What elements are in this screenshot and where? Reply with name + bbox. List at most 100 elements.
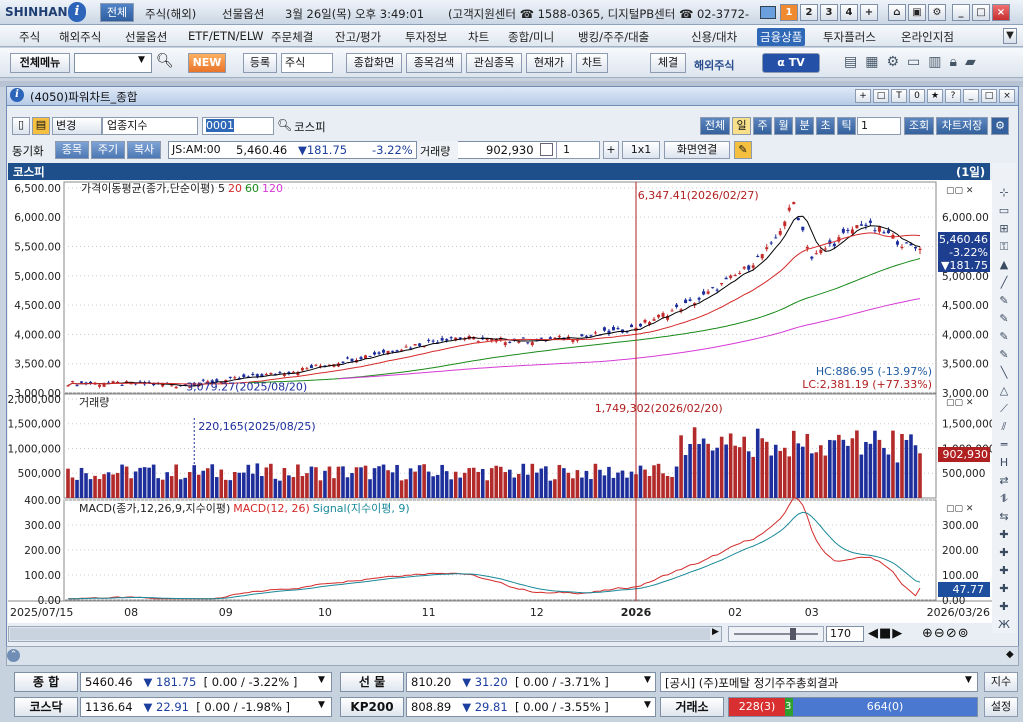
tool-icon-19[interactable]: ✚ bbox=[999, 528, 1009, 541]
home-icon[interactable]: ⌂ bbox=[888, 4, 906, 21]
link-screen-button[interactable]: 화면연결 bbox=[664, 141, 730, 159]
alpha-tv-button[interactable]: α TV bbox=[762, 53, 820, 73]
tool-icon-2[interactable]: ⊞ bbox=[999, 222, 1009, 235]
menu-item-11[interactable]: 금융상품 bbox=[757, 28, 806, 46]
code-input[interactable]: 0001 bbox=[202, 117, 274, 135]
chevron-down-icon[interactable]: ▼ bbox=[644, 675, 651, 685]
tool-icon-11[interactable]: △ bbox=[999, 384, 1009, 397]
tool-icon-1[interactable]: ▭ bbox=[998, 204, 1010, 217]
tool-icon-4[interactable]: ▲ bbox=[999, 258, 1009, 271]
menu-item-4[interactable]: 주문체결 bbox=[271, 30, 314, 44]
tool-icon-21[interactable]: ✚ bbox=[999, 564, 1009, 577]
chart-button[interactable]: 차트 bbox=[576, 53, 608, 73]
scroll-thumb[interactable] bbox=[10, 628, 710, 640]
close-icon[interactable]: × bbox=[992, 4, 1010, 21]
period-button-2[interactable]: 주 bbox=[753, 117, 772, 135]
page-4-button[interactable]: 4 bbox=[840, 4, 858, 21]
save-chart-button[interactable]: 차트저장 bbox=[936, 117, 988, 135]
tab-futures[interactable]: 선물옵션 bbox=[222, 7, 265, 21]
toolbar-icons[interactable]: ▤▦⚙▭▥🔒︎▰ bbox=[844, 54, 1014, 72]
slider-handle[interactable] bbox=[790, 628, 796, 640]
tool-icon-9[interactable]: ✎ bbox=[999, 348, 1009, 361]
all-menu-button[interactable]: 전체메뉴 bbox=[10, 53, 70, 73]
checkbox[interactable] bbox=[540, 143, 553, 156]
count-select[interactable]: 1 bbox=[857, 117, 901, 135]
search-icon[interactable]: 🔍︎ bbox=[277, 118, 293, 132]
period-button-4[interactable]: 분 bbox=[795, 117, 814, 135]
tool-icon-8[interactable]: ✎ bbox=[999, 330, 1009, 343]
window-control-1[interactable]: □ bbox=[873, 89, 889, 103]
window-control-6[interactable]: _ bbox=[963, 89, 979, 103]
tool-icon-10[interactable]: ╲ bbox=[1000, 366, 1008, 379]
lock-icon[interactable]: ▣ bbox=[908, 4, 926, 21]
menu-item-6[interactable]: 투자정보 bbox=[405, 30, 448, 44]
layout-count-select[interactable]: 1 bbox=[556, 141, 600, 159]
collapse-icon[interactable]: ⌃ bbox=[7, 649, 20, 662]
nav-buttons[interactable]: ◀■▶ bbox=[868, 626, 903, 641]
settings-button[interactable]: 설정 bbox=[984, 697, 1018, 717]
tool-icon-12[interactable]: ⟋ bbox=[1000, 402, 1008, 415]
window-control-2[interactable]: T bbox=[891, 89, 907, 103]
tool-icon-17[interactable]: ⥮ bbox=[1000, 492, 1008, 505]
zoom-buttons[interactable]: ⊕⊖⊘⊚ bbox=[922, 626, 970, 641]
menu-search-input[interactable] bbox=[74, 53, 152, 73]
tool-icon-13[interactable]: ⫽ bbox=[1001, 420, 1007, 433]
period-button-5[interactable]: 초 bbox=[816, 117, 835, 135]
tool-icon-0[interactable]: ⊹ bbox=[999, 186, 1009, 199]
menu-item-7[interactable]: 차트 bbox=[468, 30, 490, 44]
search-icon[interactable]: 🔍︎ bbox=[156, 53, 174, 69]
window-control-3[interactable]: 0 bbox=[909, 89, 925, 103]
tool-icon-20[interactable]: ✚ bbox=[999, 546, 1009, 559]
window-control-0[interactable]: + bbox=[855, 89, 871, 103]
chevron-down-icon[interactable]: ▼ bbox=[318, 700, 325, 710]
interest-stocks-button[interactable]: 관심종목 bbox=[466, 53, 522, 73]
menu-item-2[interactable]: 선물옵션 bbox=[125, 30, 168, 44]
page-3-button[interactable]: 3 bbox=[820, 4, 838, 21]
change-select[interactable]: 변경 bbox=[52, 117, 102, 135]
bar-count-input[interactable]: 170 bbox=[826, 626, 864, 642]
overseas-stock-link[interactable]: 해외주식 bbox=[694, 59, 735, 72]
stock-search-button[interactable]: 종목검색 bbox=[406, 53, 462, 73]
menu-item-12[interactable]: 투자플러스 bbox=[823, 30, 876, 44]
plus-icon[interactable]: + bbox=[603, 141, 619, 159]
page-1-button[interactable]: 1 bbox=[780, 4, 798, 21]
tool-icon-5[interactable]: ╱ bbox=[1000, 276, 1008, 289]
scroll-right-icon[interactable]: ▶ bbox=[712, 627, 719, 637]
tool-icon-6[interactable]: ✎ bbox=[999, 294, 1009, 307]
tool-icon-7[interactable]: ✎ bbox=[999, 312, 1009, 325]
page-2-button[interactable]: 2 bbox=[800, 4, 818, 21]
period-button-1[interactable]: 일 bbox=[732, 117, 751, 135]
menu-item-1[interactable]: 해외주식 bbox=[59, 30, 102, 44]
register-button[interactable]: 등록 bbox=[243, 53, 277, 73]
window-control-5[interactable]: ? bbox=[945, 89, 961, 103]
period-button-6[interactable]: 틱 bbox=[837, 117, 856, 135]
window-control-4[interactable]: ★ bbox=[927, 89, 943, 103]
menu-item-5[interactable]: 잔고/평가 bbox=[335, 30, 382, 44]
monitor-icon[interactable] bbox=[760, 6, 776, 19]
menu-item-9[interactable]: 뱅킹/주주/대출 bbox=[578, 30, 650, 44]
add-page-button[interactable]: + bbox=[860, 4, 878, 21]
tool-icon-14[interactable]: ═ bbox=[1000, 438, 1008, 451]
layout-button[interactable]: 1x1 bbox=[622, 141, 660, 159]
chevron-down-icon[interactable]: ▼ bbox=[138, 55, 145, 65]
new-button[interactable]: NEW bbox=[188, 53, 226, 73]
restore-icon[interactable]: □ bbox=[972, 4, 990, 21]
period-button-0[interactable]: 전체 bbox=[700, 117, 730, 135]
menu-item-13[interactable]: 온라인지점 bbox=[901, 30, 954, 44]
period-button-3[interactable]: 월 bbox=[774, 117, 793, 135]
menu-expand-icon[interactable]: ▼ bbox=[1003, 28, 1017, 44]
tool-icon-3[interactable]: ⚿ bbox=[999, 240, 1009, 253]
query-button[interactable]: 조회 bbox=[904, 117, 934, 135]
tool-icon-16[interactable]: ⇄ bbox=[999, 474, 1009, 487]
sync-period-button[interactable]: 주기 bbox=[91, 141, 125, 159]
menu-item-3[interactable]: ETF/ETN/ELW bbox=[188, 29, 264, 43]
tab-all[interactable]: 전체 bbox=[100, 3, 134, 22]
sync-item-button[interactable]: 종목 bbox=[55, 141, 89, 159]
tool-icon-24[interactable]: Ж bbox=[998, 618, 1010, 631]
settings-icon[interactable]: ⚙ bbox=[991, 117, 1009, 135]
execution-button[interactable]: 체결 bbox=[650, 53, 686, 73]
chart-type-icon[interactable]: ▤ bbox=[32, 117, 50, 135]
type-select[interactable]: 주식 bbox=[281, 53, 333, 73]
chevron-down-icon[interactable]: ▼ bbox=[644, 700, 651, 710]
chevron-down-icon[interactable]: ▼ bbox=[318, 675, 325, 685]
